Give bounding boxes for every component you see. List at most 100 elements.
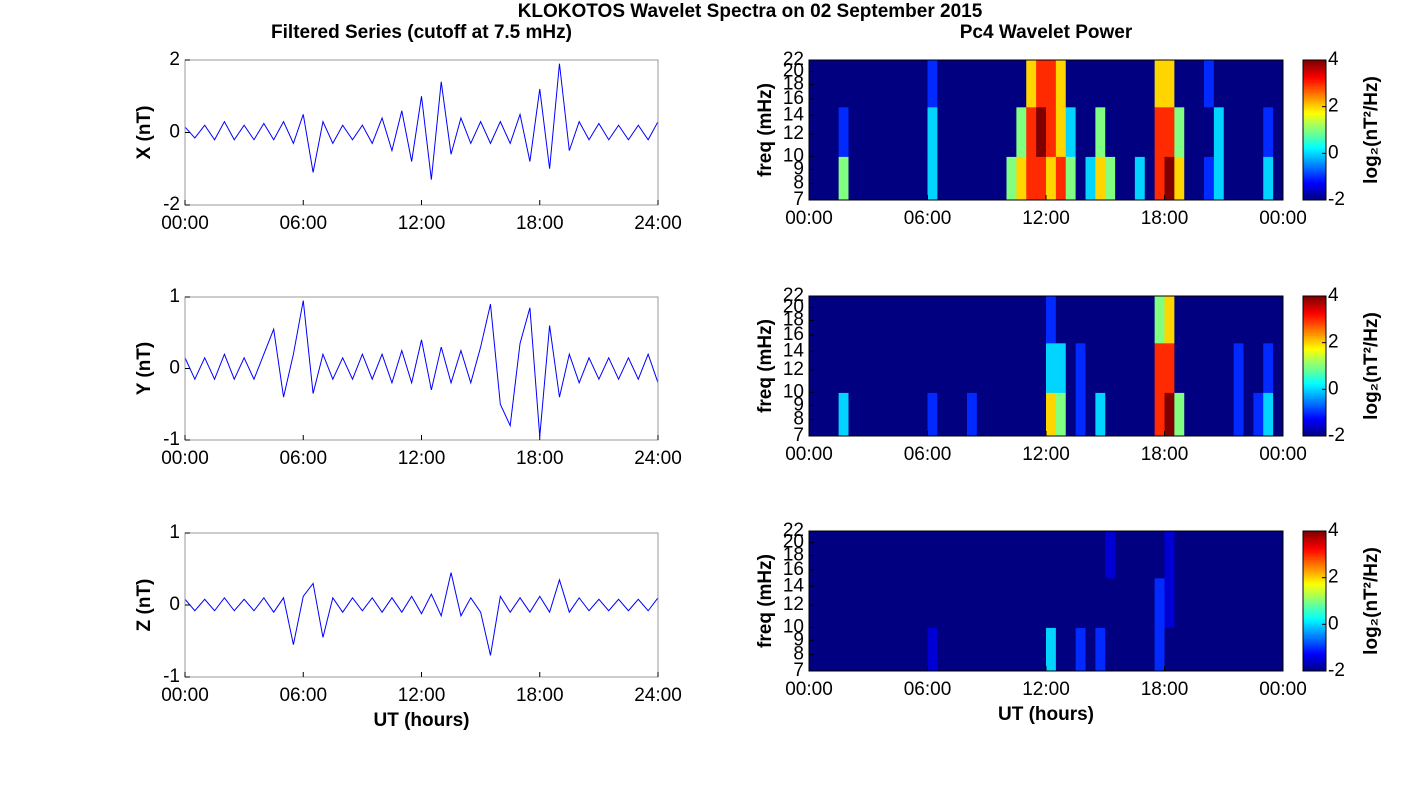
x-tick-label: 24:00 [634,685,682,706]
colorbar-swatch [1303,574,1326,578]
heatmap-cell [1253,392,1264,436]
heatmap-cell [848,156,859,200]
heatmap-cell [1125,106,1136,157]
heatmap-cell [897,106,909,157]
heatmap-cell [1213,106,1225,157]
data-line [185,63,658,180]
colorbar-swatch [1303,433,1326,437]
heatmap-cell [1164,296,1175,344]
heatmap-cell [1243,627,1254,671]
heatmap-cell [1213,531,1225,579]
heatmap-cell [838,627,849,671]
heatmap-cell [828,627,840,671]
heatmap-cell [1075,106,1086,157]
colorbar-tick-label: 0 [1328,613,1339,634]
colorbar-swatch [1303,167,1326,170]
heatmap-cell [1273,106,1283,157]
heatmap-cell [1036,106,1047,157]
heatmap-cell [828,106,840,157]
heatmap-cell [1115,296,1126,344]
heatmap-cell [1223,531,1235,579]
heatmap-cell [1065,60,1077,108]
colorbar-swatch [1303,302,1326,306]
heatmap-cell [937,296,948,344]
heatmap-cell [1055,627,1067,671]
heatmap-cell [1233,392,1244,436]
heatmap-cell [1095,392,1106,436]
heatmap-cell [1006,577,1017,628]
heatmap-cell [947,531,958,579]
heatmap-cell [1273,342,1283,393]
y-tick-label: 9 [793,158,804,179]
heatmap-cell [888,627,899,671]
axes-frame [184,296,659,441]
heatmap-cell [1204,392,1215,436]
heatmap-cell [1105,60,1116,108]
heatmap-cell [1134,106,1146,157]
y-axis-label: freq (mHz) [755,554,776,648]
heatmap-cell [858,156,869,200]
x-tick-label: 24:00 [634,213,682,234]
heatmap-cell [1095,342,1106,393]
x-tick-label: 06:00 [904,679,952,700]
heatmap-cell [1095,531,1106,579]
heatmap-cell [1184,392,1195,436]
colorbar-swatch [1303,642,1326,646]
colorbar-swatch [1303,70,1326,74]
heatmap-cell [1046,156,1057,200]
heatmap-cell [858,342,869,393]
heatmap-cell [1134,296,1146,344]
y-tick-label: 0 [169,122,180,143]
colorbar-swatch [1303,664,1326,668]
heatmap-cell [1184,342,1195,393]
colorbar-swatch [1303,366,1326,369]
heatmap-cell [907,156,919,200]
y-tick-label: 16 [783,88,804,109]
heatmap-cell [1194,531,1205,579]
heatmap-cell [897,156,909,200]
colorbar-tick-label: 4 [1328,49,1339,70]
y-tick-label: 10 [783,616,804,637]
heatmap-cell [1105,156,1116,200]
colorbar-swatch [1303,666,1326,670]
heatmap-cell [1134,392,1146,436]
heatmap-cell [1105,296,1116,344]
heatmap-cell [1184,296,1195,344]
heatmap-cell [1204,60,1215,108]
heatmap-cell [907,60,919,108]
heatmap-cell [1046,60,1057,108]
heatmap-cell [1075,60,1086,108]
x-tick-label: 00:00 [161,448,209,469]
colorbar-swatch [1303,331,1326,334]
colorbar-swatch [1303,344,1326,347]
heatmap-cell [1174,392,1185,436]
heatmap-cell [986,392,998,436]
heatmap-cell [1046,577,1057,628]
heatmap-cell [1085,106,1096,157]
heatmap-cell [828,392,840,436]
heatmap-cell [848,60,859,108]
y-axis-label: freq (mHz) [755,319,776,413]
heatmap-cell [1105,392,1116,436]
heatmap-cell [1263,296,1274,344]
colorbar-swatch [1303,585,1326,589]
x-tick-label: 18:00 [1141,208,1189,229]
colorbar-swatch [1303,130,1326,133]
colorbar-swatch [1303,60,1326,63]
heatmap-cell [868,60,879,108]
heatmap-cell [1006,296,1017,344]
colorbar-swatch [1303,315,1326,319]
heatmap-cell [1085,156,1096,200]
colorbar-swatch [1303,180,1326,183]
x-tick-label: 18:00 [516,685,564,706]
y-tick-label: 1 [169,522,180,543]
colorbar-swatch [1303,136,1326,140]
y-axis-label: freq (mHz) [755,83,776,177]
heatmap-cell [986,296,998,344]
heatmap-cell [858,531,869,579]
heatmap-cell [1016,106,1027,157]
heatmap-cell [1213,296,1225,344]
colorbar-swatch [1303,431,1326,435]
plot-area [809,296,1283,436]
heatmap-cell [1065,106,1077,157]
